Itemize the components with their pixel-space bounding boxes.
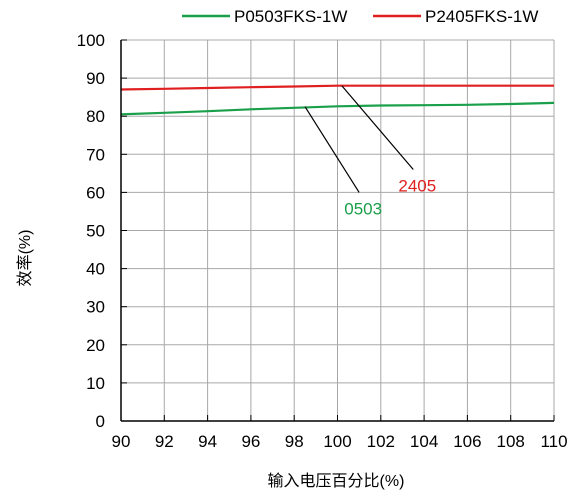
series-line-p0503fks-1w [120, 101, 555, 116]
axes [120, 39, 555, 422]
y-tick-label: 60 [86, 183, 105, 202]
y-tick-label: 70 [86, 145, 105, 164]
legend: P0503FKS-1W P2405FKS-1W [182, 7, 538, 26]
annotation-leader-line [341, 85, 414, 170]
x-tick-label: 110 [540, 432, 567, 451]
x-tick-label: 108 [497, 432, 525, 451]
series-lines [120, 84, 555, 116]
x-tick-label: 92 [155, 432, 174, 451]
y-tick-label: 80 [86, 107, 105, 126]
x-tick-label: 102 [367, 432, 395, 451]
x-tick-label: 100 [323, 432, 351, 451]
x-tick-label: 96 [241, 432, 260, 451]
y-tick-label: 100 [77, 31, 105, 50]
y-tick-label: 30 [86, 298, 105, 317]
grid-lines [120, 39, 555, 422]
x-axis-title: 输入电压百分比(%) [268, 472, 405, 490]
x-tick-label: 94 [198, 432, 217, 451]
x-tick-label: 90 [112, 432, 131, 451]
x-tick-label: 104 [410, 432, 438, 451]
y-tick-label: 50 [86, 222, 105, 241]
annotation-label-2405: 2405 [398, 177, 436, 196]
legend-label: P0503FKS-1W [234, 7, 347, 26]
x-tick-label: 106 [453, 432, 481, 451]
y-tick-label: 10 [86, 374, 105, 393]
annotation-leader-line [304, 106, 360, 193]
y-tick-label: 40 [86, 260, 105, 279]
legend-label: P2405FKS-1W [425, 7, 538, 26]
annotations: 0503 2405 [304, 85, 436, 218]
y-tick-label: 0 [96, 412, 105, 431]
annotation-label-0503: 0503 [344, 199, 382, 218]
x-tick-label: 98 [285, 432, 304, 451]
y-tick-label: 20 [86, 336, 105, 355]
tick-labels: 90 92 94 96 98 100 102 104 106 108 110 0 10 20 30 40 50 6… [77, 31, 568, 451]
y-axis-title: 效率(%) [16, 230, 34, 287]
series-line-p2405fks-1w [120, 84, 554, 91]
y-tick-label: 90 [86, 69, 105, 88]
